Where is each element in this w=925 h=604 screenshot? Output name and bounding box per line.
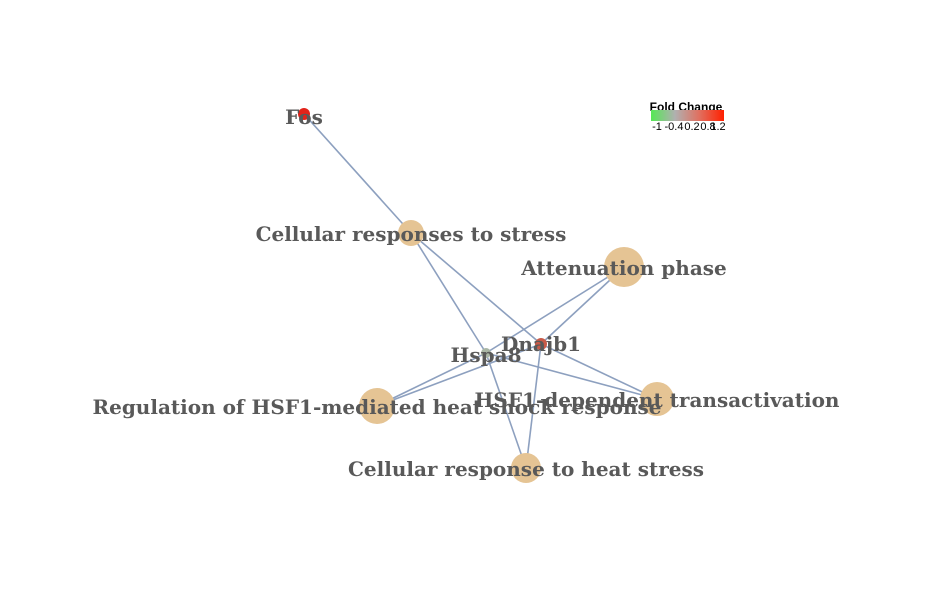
edge-hspa8-hsf1trans bbox=[485, 352, 658, 400]
nodes bbox=[298, 108, 674, 483]
edge-dnajb1-hsf1trans bbox=[540, 343, 658, 400]
node-hsf1reg bbox=[359, 388, 395, 424]
fold-change-legend: Fold Change -1 -0.4 0.2 0.8 1.2 bbox=[650, 100, 726, 133]
node-label-attenuation: Attenuation phase bbox=[520, 256, 727, 280]
node-label-hsf1reg: Regulation of HSF1-mediated heat shock r… bbox=[92, 395, 661, 419]
edge-stress-hspa8 bbox=[410, 232, 487, 354]
node-dnajb1 bbox=[535, 338, 547, 350]
edge-hspa8-attenuation bbox=[485, 266, 625, 354]
legend-tick: -0.4 bbox=[665, 121, 684, 133]
node-label-dnajb1: Dnajb1 bbox=[501, 332, 581, 356]
legend-tick: 1.2 bbox=[710, 121, 725, 133]
node-hsf1trans bbox=[640, 382, 674, 416]
node-label-hspa8: Hspa8 bbox=[450, 343, 521, 367]
edge-hspa8-heatstress bbox=[485, 352, 527, 469]
legend-tick: 0.8 bbox=[700, 121, 715, 133]
node-label-heatstress: Cellular response to heat stress bbox=[348, 457, 704, 481]
legend-tick: 0.2 bbox=[684, 121, 699, 133]
edge-dnajb1-heatstress bbox=[525, 343, 542, 469]
edge-fos-stress bbox=[303, 113, 412, 234]
node-attenuation bbox=[604, 247, 644, 287]
edge-stress-dnajb1 bbox=[410, 232, 542, 345]
node-label-hsf1trans: HSF1-dependent transactivation bbox=[475, 388, 840, 412]
edges bbox=[303, 113, 658, 469]
node-hspa8 bbox=[481, 348, 491, 358]
edge-hspa8-hsf1reg bbox=[376, 352, 487, 407]
node-fos bbox=[298, 108, 310, 120]
node-label-fos: Fos bbox=[285, 105, 323, 129]
edge-dnajb1-hsf1reg bbox=[376, 343, 542, 407]
legend-tick: -1 bbox=[652, 121, 662, 133]
legend-color-bar bbox=[651, 110, 724, 121]
node-label-stress: Cellular responses to stress bbox=[256, 222, 567, 246]
node-heatstress bbox=[511, 453, 541, 483]
node-stress bbox=[398, 220, 424, 246]
